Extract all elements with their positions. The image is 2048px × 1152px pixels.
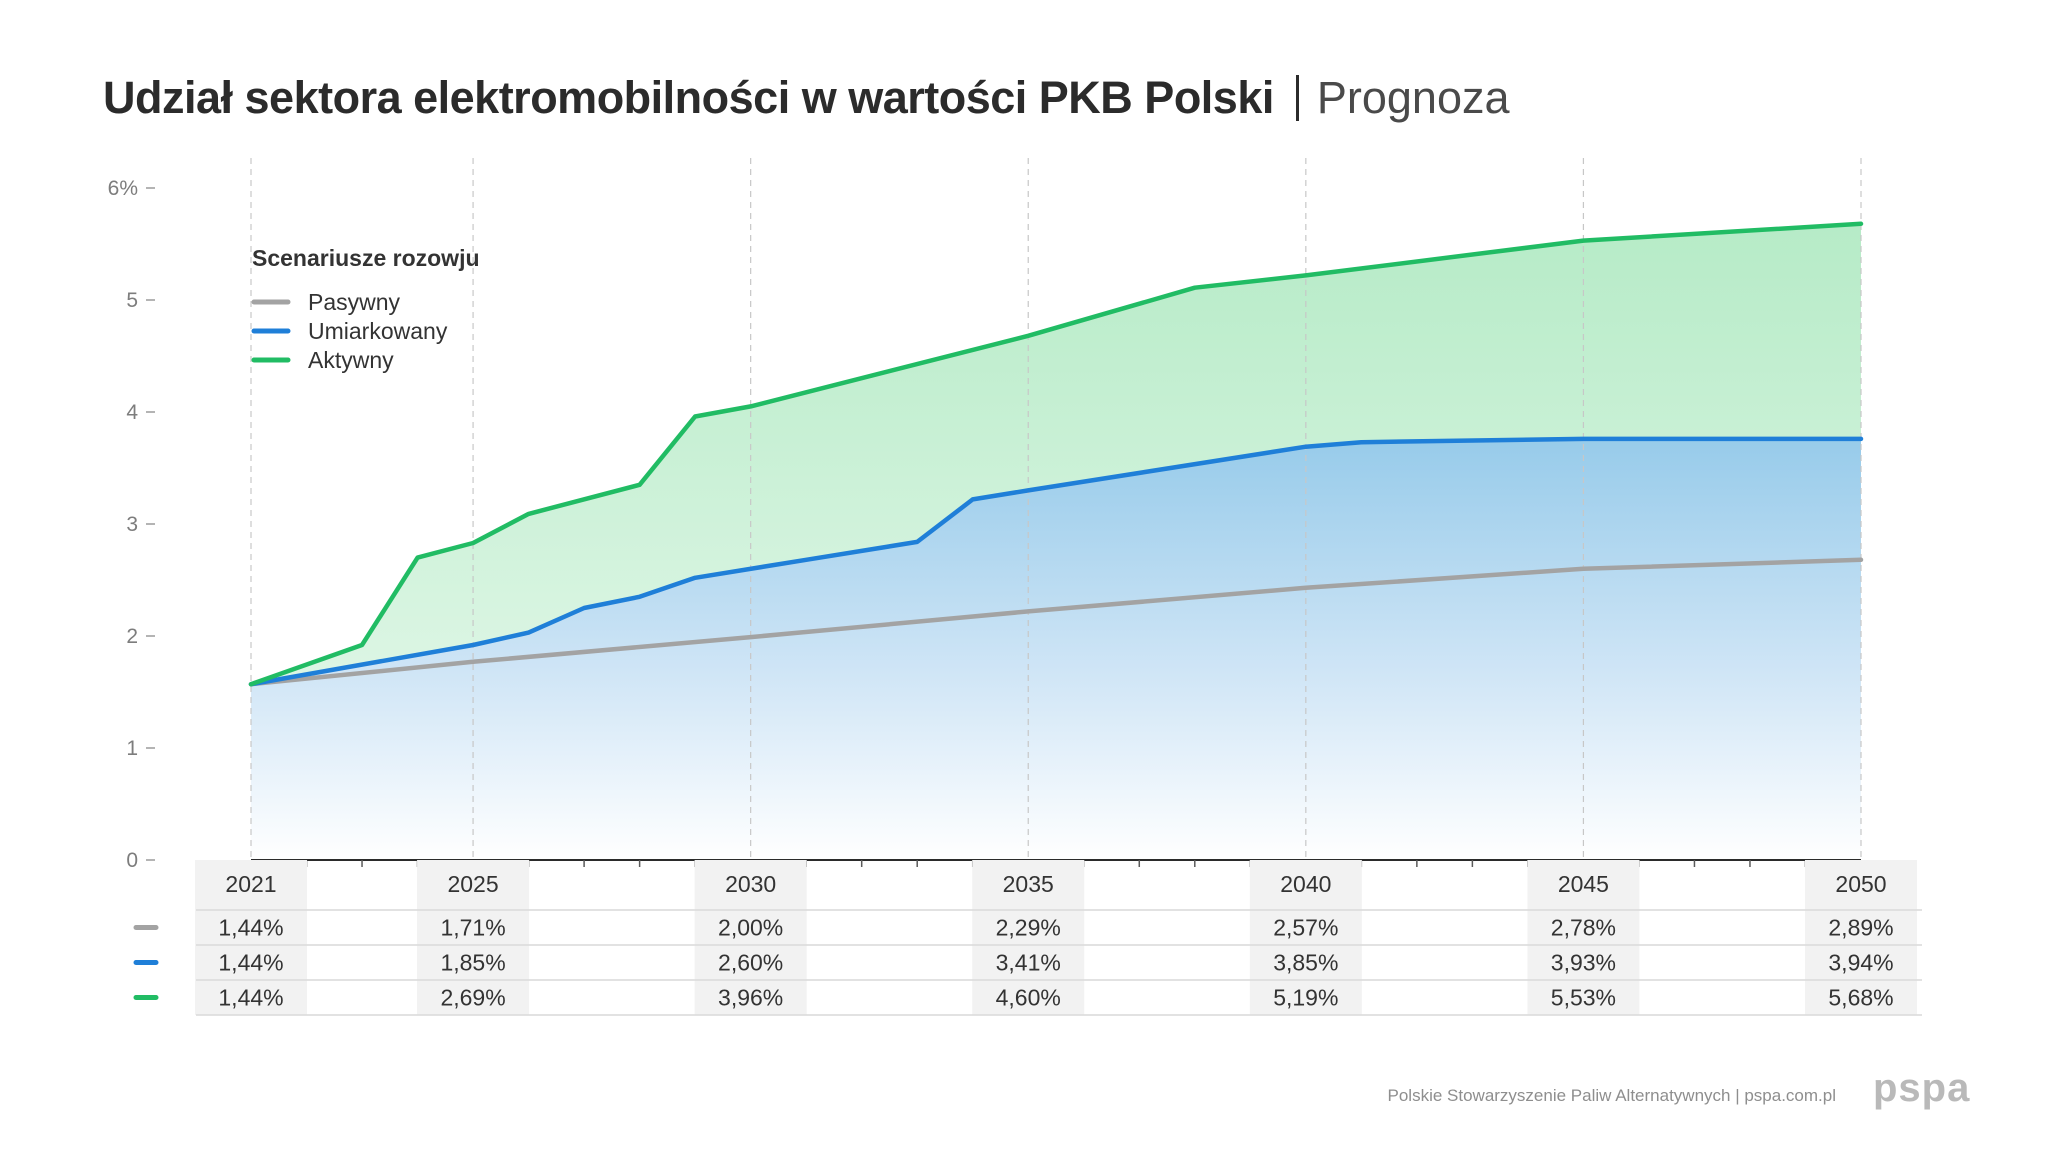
table-cell: 1,44% [218,985,283,1011]
table-cell: 2,78% [1551,915,1616,941]
table-cell: 2,00% [718,915,783,941]
table-cell: 2,57% [1273,915,1338,941]
table-cell: 2,89% [1828,915,1893,941]
y-tick-label-0: 0 [126,849,138,872]
legend-label-aktywny: Aktywny [308,347,394,373]
table-cell: 1,71% [440,915,505,941]
table-col-bg-2025 [417,860,530,1015]
legend-label-umiarkowany: Umiarkowany [308,318,448,344]
legend-title: Scenariusze rozowju [252,245,480,271]
series-line-umiarkowany [248,436,1864,687]
table-cell: 2,69% [440,985,505,1011]
table-cell: 1,44% [218,915,283,941]
table-cell: 3,94% [1828,950,1893,976]
area-umiarkowany [251,438,1861,860]
table-cell: 3,93% [1551,950,1616,976]
table-col-bg-2021 [195,860,307,1015]
table-cell: 5,53% [1551,985,1616,1011]
table-header-2030: 2030 [725,871,776,897]
table-header-2035: 2035 [1003,871,1054,897]
table-cell: 3,96% [718,985,783,1011]
table-col-bg-2035 [972,860,1085,1015]
title-separator [1295,75,1299,121]
table-cell: 5,68% [1828,985,1893,1011]
table-cell: 3,85% [1273,950,1338,976]
table-cell: 1,44% [218,950,283,976]
pspa-logo: pspa [1873,1066,1971,1110]
y-tick-label-5: 5 [126,289,138,312]
title-subtitle: Prognoza [1316,72,1510,123]
y-tick-label-4: 4 [126,401,138,424]
table-cell: 3,41% [996,950,1061,976]
table-header-2045: 2045 [1558,871,1609,897]
table-cell: 5,19% [1273,985,1338,1011]
y-tick-label-3: 3 [126,513,138,536]
y-tick-label-1: 1 [126,737,138,760]
table-cell: 2,29% [996,915,1061,941]
table-cell: 4,60% [996,985,1061,1011]
chart-title: Udział sektora elektromobilności w warto… [103,66,1510,130]
table-col-bg-2045 [1527,860,1640,1015]
table-cell: 2,60% [718,950,783,976]
table-header-2040: 2040 [1280,871,1331,897]
table-header-2050: 2050 [1835,871,1886,897]
table-col-bg-2050 [1805,860,1917,1015]
footer-source: Polskie Stowarzyszenie Paliw Alternatywn… [1387,1086,1837,1105]
table-cell: 1,85% [440,950,505,976]
table-header-2025: 2025 [447,871,498,897]
title-main: Udział sektora elektromobilności w warto… [103,72,1274,123]
y-tick-label-2: 2 [126,625,138,648]
table-col-bg-2030 [694,860,807,1015]
table-header-2021: 2021 [225,871,276,897]
legend-label-pasywny: Pasywny [308,289,401,315]
table-col-bg-2040 [1249,860,1362,1015]
y-tick-label-6: 6% [108,177,138,200]
series-line-aktywny [248,221,1864,687]
series-line-pasywny [248,557,1864,687]
